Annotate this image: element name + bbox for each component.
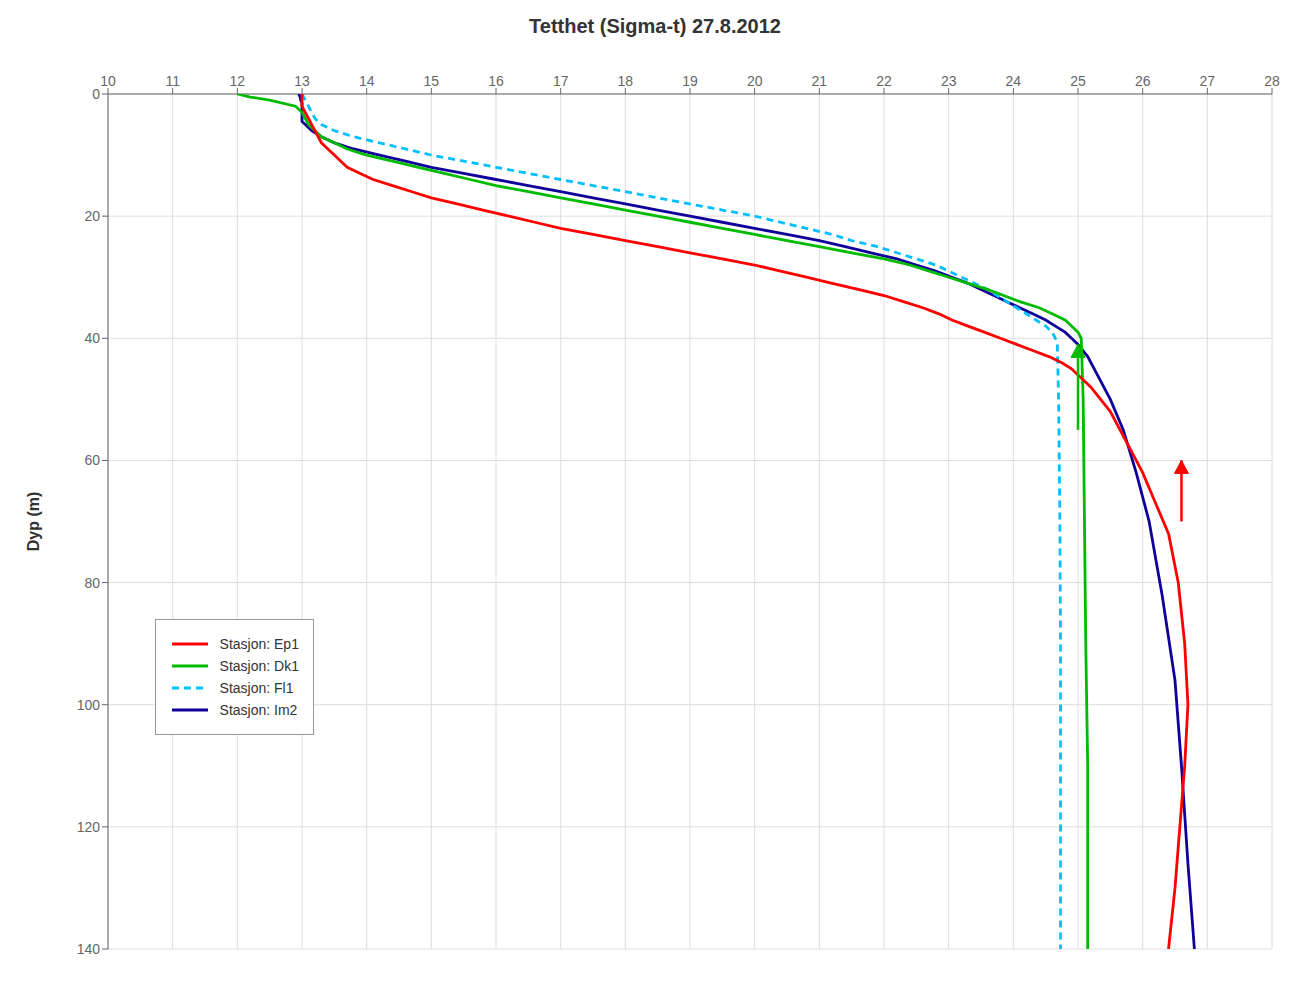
svg-text:17: 17: [553, 73, 569, 89]
svg-text:0: 0: [92, 86, 100, 102]
html-text:Stasjon: Ep1: Stasjon: Ep1: [219, 636, 299, 653]
svg-text:20: 20: [84, 208, 100, 224]
svg-text:25: 25: [1070, 73, 1086, 89]
svg-text:60: 60: [84, 452, 100, 468]
svg-text:28: 28: [1264, 73, 1280, 89]
svg-text:27: 27: [1200, 73, 1216, 89]
svg-text:19: 19: [682, 73, 698, 89]
svg-text:22: 22: [876, 73, 892, 89]
svg-text:14: 14: [359, 73, 375, 89]
svg-text:26: 26: [1135, 73, 1151, 89]
html-text:Stasjon: Dk1: Stasjon: Dk1: [219, 658, 299, 675]
svg-text:23: 23: [941, 73, 957, 89]
svg-text:120: 120: [77, 819, 101, 835]
html-text:Tetthet (Sigma-t) 27.8.2012: Tetthet (Sigma-t) 27.8.2012: [529, 15, 781, 37]
svg-text:12: 12: [230, 73, 246, 89]
svg-text:18: 18: [618, 73, 634, 89]
svg-text:20: 20: [747, 73, 763, 89]
svg-text:15: 15: [424, 73, 440, 89]
svg-text:21: 21: [812, 73, 828, 89]
svg-text:140: 140: [77, 941, 101, 957]
html-text:Stasjon: Fl1: Stasjon: Fl1: [219, 680, 294, 697]
svg-text:11: 11: [165, 73, 180, 89]
svg-text:Dyp (m): Dyp (m): [25, 492, 42, 552]
svg-text:16: 16: [488, 73, 504, 89]
svg-text:40: 40: [84, 330, 100, 346]
html-text:Stasjon: Im2: Stasjon: Im2: [219, 702, 298, 719]
svg-text:24: 24: [1006, 73, 1022, 89]
svg-text:10: 10: [100, 73, 116, 89]
svg-text:80: 80: [84, 575, 100, 591]
svg-text:100: 100: [77, 697, 101, 713]
svg-text:13: 13: [294, 73, 310, 89]
